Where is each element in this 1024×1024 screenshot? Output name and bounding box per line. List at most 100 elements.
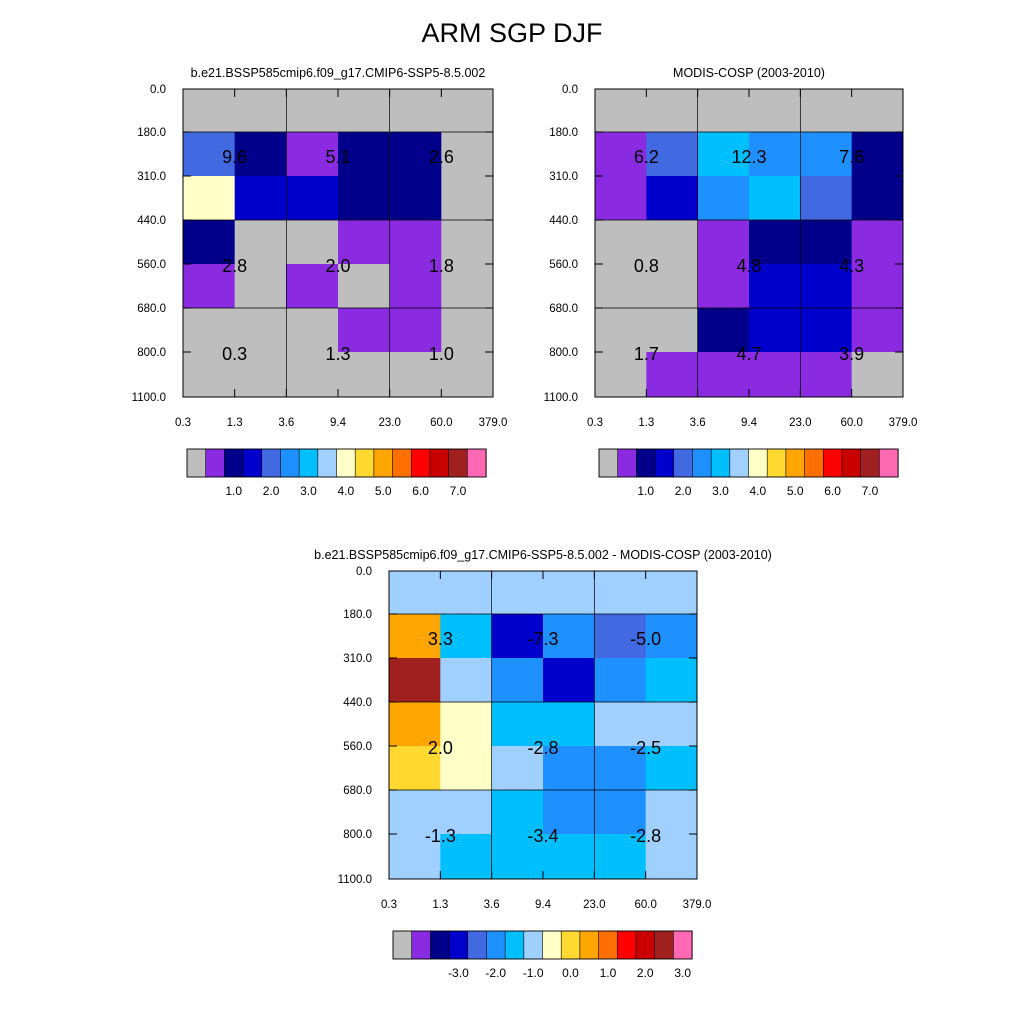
heatmap-cell [594, 702, 647, 747]
colorbar-label: 1.0 [225, 484, 242, 498]
cell-value-label: -2.8 [630, 826, 661, 846]
colorbar-swatch [654, 448, 675, 478]
heatmap-cell [389, 702, 441, 747]
heatmap-cell [286, 132, 339, 177]
heatmap-cell [234, 308, 287, 353]
heatmap-cell [595, 308, 647, 353]
cell-value-label: -2.8 [527, 738, 558, 758]
colorbar-swatch [710, 448, 731, 478]
heatmap-cell [440, 746, 493, 791]
heatmap-cell [440, 614, 493, 659]
heatmap-cell [286, 352, 339, 398]
heatmap-cell [338, 132, 391, 177]
heatmap-cell [338, 308, 391, 353]
heatmap-cell [389, 352, 442, 398]
colorbar-swatch [392, 448, 412, 478]
colorbar-swatch [430, 930, 450, 960]
heatmap-cell [389, 746, 441, 791]
cell-value-label: 9.6 [222, 147, 247, 167]
colorbar-label: 2.0 [637, 966, 654, 980]
heatmap-cell [749, 176, 801, 221]
colorbar-label: 4.0 [749, 484, 766, 498]
colorbar-label: 5.0 [787, 484, 804, 498]
cell-value-label: 1.8 [429, 256, 454, 276]
cell-value-label: 7.6 [839, 147, 864, 167]
heatmap-cell [749, 352, 801, 398]
heatmap-cell [183, 89, 236, 133]
colorbar-swatch [598, 448, 619, 478]
colorbar-label: 5.0 [375, 484, 392, 498]
colorbar-swatch [205, 448, 225, 478]
heatmap-cell [183, 264, 236, 309]
colorbar-label: 2.0 [675, 484, 692, 498]
heatmap-cell [749, 264, 801, 309]
heatmap-cell [389, 790, 441, 835]
colorbar-swatch [504, 930, 525, 960]
colorbar-swatch [542, 930, 562, 960]
heatmap-cell [286, 264, 339, 309]
heatmap-cell [234, 132, 287, 177]
heatmap-cell [697, 352, 750, 398]
colorbar-swatch [186, 448, 207, 478]
colorbar-swatch [523, 930, 544, 960]
heatmap-cell [491, 614, 544, 659]
heatmap-cell [646, 352, 699, 398]
heatmap-cell [595, 220, 647, 265]
heatmap-cell [594, 571, 647, 615]
colorbar-label: 7.0 [862, 484, 879, 498]
colorbar-label: 1.0 [637, 484, 654, 498]
colorbar-swatch [822, 448, 843, 478]
colorbar-label: 6.0 [824, 484, 841, 498]
heatmap-cell [440, 658, 493, 703]
heatmap-cell [440, 702, 493, 747]
heatmap-cell [441, 176, 494, 221]
heatmap-cell [440, 834, 493, 880]
heatmap-cell [645, 658, 698, 703]
heatmap-cell [234, 264, 287, 309]
colorbar-swatch [411, 930, 431, 960]
cell-value-label: 1.0 [429, 344, 454, 364]
cell-value-label: 1.7 [634, 344, 659, 364]
heatmap-cell [389, 264, 442, 309]
x-tick-label: 9.4 [330, 417, 347, 429]
colorbar-swatch [766, 448, 787, 478]
colorbar-swatch [280, 448, 300, 478]
heatmap-cell [543, 790, 595, 835]
heatmap-cell [491, 571, 544, 615]
main-title: ARM SGP DJF [421, 18, 603, 48]
heatmap-cell [851, 264, 904, 309]
heatmap-cell [595, 132, 647, 177]
colorbar-swatch [636, 448, 656, 478]
heatmap-cell [491, 790, 544, 835]
colorbar-swatch [467, 448, 487, 478]
colorbar-label: 7.0 [450, 484, 467, 498]
colorbar-label: -3.0 [448, 966, 469, 980]
heatmap-cell [338, 352, 391, 398]
heatmap-cell [234, 220, 287, 265]
heatmap-cell [800, 352, 853, 398]
x-tick-label: 23.0 [378, 417, 400, 429]
heatmap-cell [543, 702, 595, 747]
x-tick-label: 1.3 [638, 417, 654, 429]
colorbar-swatch [448, 448, 468, 478]
heatmap-cell [697, 89, 750, 133]
heatmap-cell [389, 132, 442, 177]
heatmap-cell [234, 352, 287, 398]
heatmap-cell [645, 746, 698, 791]
colorbar-swatch [336, 448, 356, 478]
cell-value-label: 2.0 [325, 256, 350, 276]
heatmap-cell [800, 308, 853, 353]
panel-title: b.e21.BSSP585cmip6.f09_g17.CMIP6-SSP5-8.… [314, 548, 772, 562]
y-tick-label: 560.0 [343, 741, 372, 753]
colorbar-swatch [410, 448, 431, 478]
y-tick-label: 800.0 [137, 347, 166, 359]
y-tick-label: 310.0 [549, 171, 578, 183]
heatmap-cell [749, 308, 801, 353]
heatmap-cell [338, 220, 391, 265]
x-tick-label: 3.6 [484, 899, 500, 911]
cell-value-label: -5.0 [630, 629, 661, 649]
cell-value-label: 6.2 [634, 147, 659, 167]
cell-value-label: 3.9 [839, 344, 864, 364]
heatmap-cell [286, 308, 339, 353]
heatmap-cell [697, 308, 750, 353]
